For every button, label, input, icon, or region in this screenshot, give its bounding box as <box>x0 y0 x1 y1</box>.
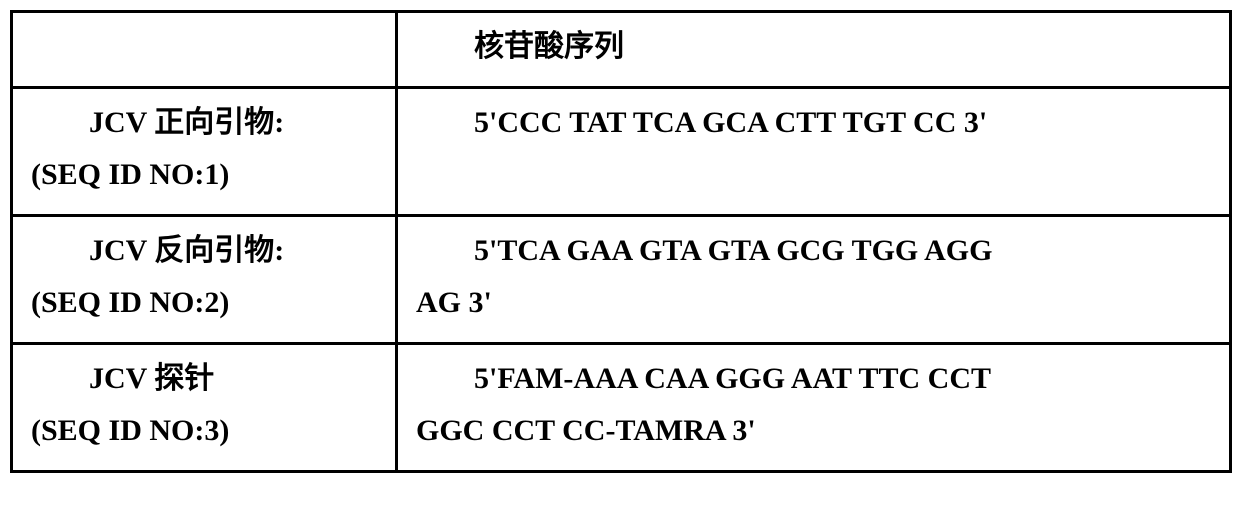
table-row: 核苷酸序列 <box>12 12 1231 88</box>
sequence-cell: 5'FAM-AAA CAA GGG AAT TTC CCT GGC CCT CC… <box>397 343 1231 471</box>
seq-id: (SEQ ID NO:3) <box>31 414 229 447</box>
sequence-table: 核苷酸序列 JCV 正向引物: (SEQ ID NO:1) 5'CCC TAT … <box>10 10 1232 473</box>
table-row: JCV 反向引物: (SEQ ID NO:2) 5'TCA GAA GTA GT… <box>12 215 1231 343</box>
label-prefix: JCV <box>89 234 154 267</box>
sequence-cell: 5'TCA GAA GTA GTA GCG TGG AGG AG 3' <box>397 215 1231 343</box>
label-cell: JCV 反向引物: (SEQ ID NO:2) <box>12 215 397 343</box>
label-cell: JCV 正向引物: (SEQ ID NO:1) <box>12 87 397 215</box>
header-right-cell: 核苷酸序列 <box>397 12 1231 88</box>
table-row: JCV 正向引物: (SEQ ID NO:1) 5'CCC TAT TCA GC… <box>12 87 1231 215</box>
sequence-line2: GGC CCT CC-TAMRA 3' <box>416 414 756 447</box>
sequence-line2: AG 3' <box>416 286 492 319</box>
label-prefix: JCV <box>89 362 154 395</box>
sequence-cell: 5'CCC TAT TCA GCA CTT TGT CC 3' <box>397 87 1231 215</box>
label-cn: 探针 <box>154 362 214 395</box>
seq-id: (SEQ ID NO:2) <box>31 286 229 319</box>
label-prefix: JCV <box>89 106 154 139</box>
sequence-line1: 5'FAM-AAA CAA GGG AAT TTC CCT <box>474 362 991 395</box>
sequence-header: 核苷酸序列 <box>474 30 624 63</box>
label-suffix: : <box>274 234 284 267</box>
label-cn: 反向引物 <box>154 234 274 267</box>
label-cell: JCV 探针 (SEQ ID NO:3) <box>12 343 397 471</box>
header-left-cell <box>12 12 397 88</box>
label-suffix: : <box>274 106 284 139</box>
seq-id: (SEQ ID NO:1) <box>31 158 229 191</box>
label-cn: 正向引物 <box>154 106 274 139</box>
sequence-line1: 5'TCA GAA GTA GTA GCG TGG AGG <box>474 234 992 267</box>
sequence-text: 5'CCC TAT TCA GCA CTT TGT CC 3' <box>474 106 987 139</box>
table-row: JCV 探针 (SEQ ID NO:3) 5'FAM-AAA CAA GGG A… <box>12 343 1231 471</box>
